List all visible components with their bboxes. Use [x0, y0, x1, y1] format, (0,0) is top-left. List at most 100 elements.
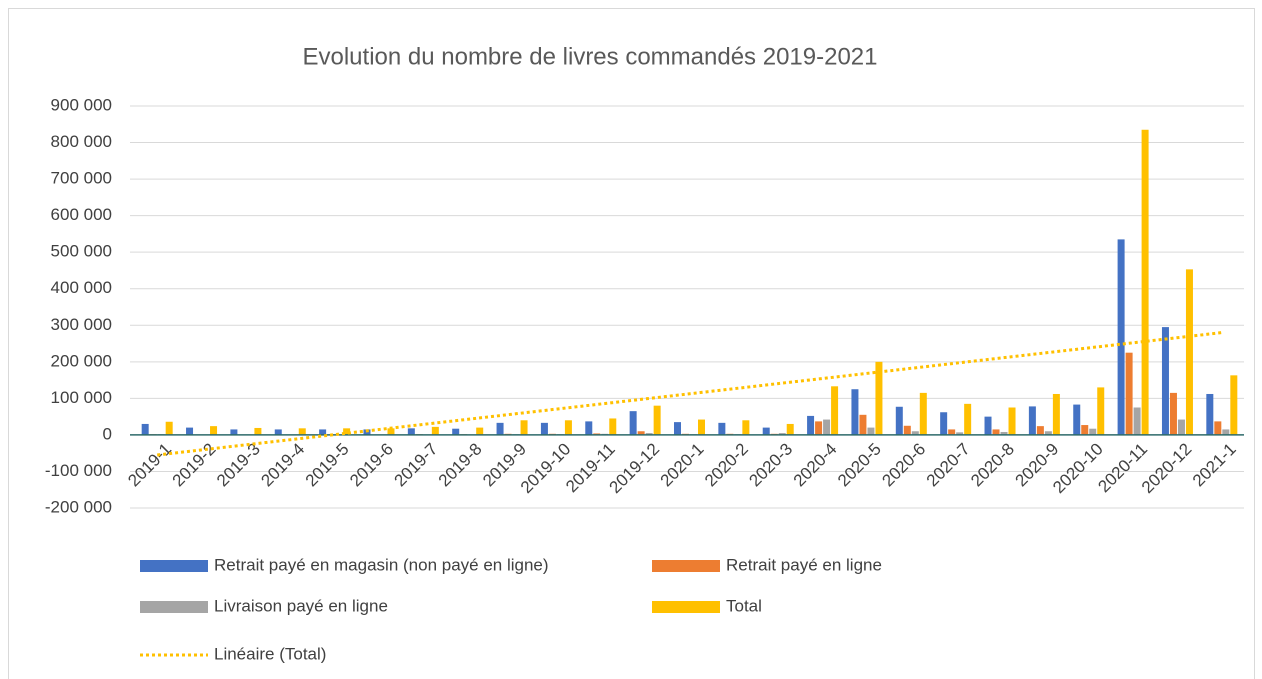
bar	[742, 420, 750, 435]
bar	[1125, 352, 1133, 435]
x-tick-label: 2019-5	[302, 439, 353, 490]
bar	[762, 427, 770, 435]
x-tick-label: 2020-4	[790, 439, 841, 490]
x-tick-label: 2019-8	[435, 439, 486, 490]
bar	[859, 414, 867, 435]
bar	[786, 423, 794, 435]
bar	[431, 426, 439, 435]
x-tick-label: 2020-10	[1049, 439, 1107, 497]
bar	[1036, 426, 1044, 435]
legend-swatch	[652, 560, 720, 572]
y-tick-label: 300 000	[51, 315, 112, 334]
bar	[1169, 392, 1177, 435]
y-tick-label: 700 000	[51, 169, 112, 188]
legend-swatch	[652, 601, 720, 613]
bar	[1044, 431, 1052, 435]
bar	[823, 419, 831, 435]
bar	[210, 426, 218, 435]
bar	[1141, 129, 1149, 435]
bar	[807, 415, 815, 435]
x-tick-label: 2020-7	[923, 439, 974, 490]
bar	[609, 418, 617, 435]
bar	[1206, 393, 1214, 435]
bar	[254, 427, 262, 435]
legend-swatch	[140, 560, 208, 572]
chart-frame	[8, 8, 1255, 679]
bar	[718, 422, 726, 435]
x-tick-label: 2020-8	[967, 439, 1018, 490]
y-tick-label: -200 000	[45, 497, 112, 516]
bar	[645, 433, 653, 435]
bar	[476, 427, 484, 435]
bar	[585, 421, 593, 435]
x-tick-label: 2019-3	[213, 439, 264, 490]
bar	[964, 403, 972, 435]
bar	[141, 423, 149, 435]
bar	[452, 428, 460, 435]
bar	[940, 412, 948, 435]
y-tick-label: 400 000	[51, 278, 112, 297]
bar	[948, 429, 956, 435]
bar	[911, 431, 919, 435]
x-tick-label: 2020-6	[878, 439, 929, 490]
x-tick-label: 2019-2	[169, 439, 220, 490]
bar	[831, 386, 839, 435]
bar	[778, 433, 786, 435]
bar	[1008, 407, 1016, 435]
bar	[919, 392, 927, 435]
legend-label: Total	[726, 596, 762, 615]
bar	[387, 428, 395, 435]
bar	[1185, 269, 1193, 435]
bar	[1230, 375, 1238, 435]
y-tick-label: 900 000	[51, 95, 112, 114]
bar	[1214, 421, 1222, 435]
y-tick-label: 800 000	[51, 132, 112, 151]
bar	[674, 422, 681, 435]
y-tick-label: 100 000	[51, 388, 112, 407]
x-tick-label: 2019-1	[124, 439, 175, 490]
x-tick-label: 2019-12	[606, 439, 664, 497]
bar	[867, 427, 875, 435]
bar	[1177, 419, 1185, 435]
bar	[520, 420, 528, 435]
x-tick-label: 2021-1	[1189, 439, 1240, 490]
bar	[496, 422, 504, 435]
x-tick-label: 2020-2	[701, 439, 752, 490]
x-tick-label: 2020-5	[834, 439, 885, 490]
bar	[540, 422, 548, 435]
bar	[815, 421, 823, 435]
y-tick-label: 0	[103, 424, 112, 443]
bar	[1000, 431, 1008, 435]
bar	[629, 411, 637, 435]
y-tick-label: 600 000	[51, 205, 112, 224]
x-tick-label: 2019-4	[257, 439, 308, 490]
bar	[1073, 404, 1081, 435]
bar	[895, 406, 903, 435]
x-tick-label: 2020-12	[1138, 439, 1196, 497]
legend-swatch	[140, 601, 208, 613]
bar	[637, 431, 645, 435]
x-tick-label: 2019-10	[517, 439, 575, 497]
bar	[875, 361, 883, 435]
y-tick-label: 500 000	[51, 242, 112, 261]
bar	[343, 428, 351, 435]
bar	[230, 429, 238, 435]
bar	[165, 421, 173, 435]
legend-label: Retrait payé en magasin (non payé en lig…	[214, 555, 549, 574]
trendline	[157, 331, 1222, 457]
x-tick-label: 2019-7	[390, 439, 441, 490]
legend-label: Linéaire (Total)	[214, 644, 326, 663]
chart-title: Evolution du nombre de livres commandés …	[302, 43, 877, 70]
bar	[298, 428, 306, 435]
y-tick-label: 200 000	[51, 351, 112, 370]
bar	[653, 405, 661, 435]
legend-label: Retrait payé en ligne	[726, 555, 882, 574]
bar	[984, 416, 992, 435]
bar	[186, 427, 194, 435]
bar	[992, 429, 1000, 435]
y-tick-label: -100 000	[45, 461, 112, 480]
bar	[851, 389, 859, 435]
x-tick-label: 2019-6	[346, 439, 397, 490]
bar	[319, 429, 327, 435]
